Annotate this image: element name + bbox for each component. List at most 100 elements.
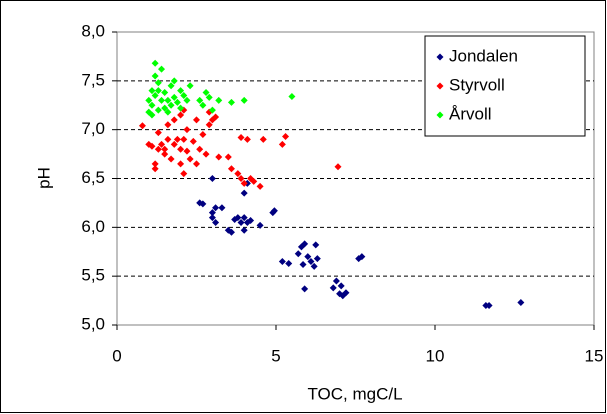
point: [312, 241, 320, 249]
point: [145, 96, 153, 104]
point: [240, 214, 248, 222]
legend-marker: [436, 53, 444, 61]
point: [237, 218, 245, 226]
point: [158, 96, 166, 104]
point: [237, 133, 245, 141]
point: [170, 77, 178, 85]
point: [186, 82, 194, 90]
point: [151, 91, 159, 99]
point: [227, 98, 235, 106]
point: [167, 101, 175, 109]
point: [186, 155, 194, 163]
point: [234, 170, 242, 178]
point: [167, 82, 175, 90]
point: [177, 145, 185, 153]
point: [307, 258, 315, 266]
point: [243, 135, 251, 143]
y-axis-label: pH: [34, 167, 53, 189]
point: [151, 160, 159, 168]
point: [196, 145, 204, 153]
point: [227, 165, 235, 173]
point: [177, 160, 185, 168]
point: [154, 79, 162, 87]
point: [138, 122, 146, 130]
point: [148, 101, 156, 109]
point: [282, 133, 290, 141]
point: [285, 259, 293, 267]
point: [151, 72, 159, 80]
point: [199, 101, 207, 109]
x-tick-label: 10: [426, 346, 445, 365]
point: [212, 113, 220, 121]
point: [234, 214, 242, 222]
point: [256, 182, 264, 190]
point: [205, 93, 213, 101]
point: [151, 165, 159, 173]
point: [189, 137, 197, 145]
point: [278, 140, 286, 148]
legend-label: Styrvoll: [449, 75, 505, 94]
point: [202, 89, 210, 97]
point: [299, 260, 307, 268]
point: [208, 175, 216, 182]
point: [301, 240, 309, 248]
point: [183, 147, 191, 155]
point: [240, 226, 248, 234]
point: [212, 218, 220, 226]
point: [212, 204, 220, 212]
point: [154, 87, 162, 95]
point: [247, 216, 255, 224]
point: [170, 116, 178, 124]
x-axis-label: TOC, mgC/L: [307, 384, 402, 403]
point: [167, 155, 175, 163]
point: [180, 91, 188, 99]
point: [196, 96, 204, 104]
point: [183, 96, 191, 104]
point: [154, 106, 162, 114]
point: [158, 65, 166, 73]
point: [202, 150, 210, 158]
y-tick-label: 5,5: [81, 266, 105, 285]
point: [278, 258, 286, 266]
point: [151, 59, 159, 67]
point: [517, 299, 525, 307]
point: [183, 126, 191, 134]
point: [161, 89, 169, 97]
point: [177, 87, 185, 95]
y-tick-label: 7,0: [81, 119, 105, 138]
point: [177, 111, 185, 119]
point: [164, 121, 172, 129]
legend-marker: [436, 111, 444, 119]
point: [154, 129, 162, 137]
point: [180, 170, 188, 178]
y-tick-label: 6,5: [81, 168, 105, 187]
point: [256, 221, 264, 229]
point: [173, 98, 181, 106]
point: [224, 153, 232, 161]
point: [337, 282, 345, 290]
point: [180, 135, 188, 143]
point: [313, 255, 321, 263]
x-tick-label: 0: [112, 346, 121, 365]
point: [193, 160, 200, 168]
point: [240, 189, 248, 197]
x-tick-label: 5: [271, 346, 280, 365]
point: [161, 150, 169, 158]
y-tick-label: 6,0: [81, 217, 105, 236]
point: [250, 177, 258, 185]
point: [270, 207, 278, 215]
point: [215, 153, 223, 161]
point: [332, 277, 340, 285]
point: [294, 250, 302, 258]
point: [334, 163, 342, 171]
point: [161, 145, 169, 153]
legend-marker: [436, 82, 444, 90]
point: [240, 179, 248, 187]
y-tick-label: 5,0: [81, 314, 105, 333]
legend-label: Jondalen: [449, 46, 518, 65]
y-tick-label: 7,5: [81, 70, 105, 89]
point: [218, 204, 226, 212]
point: [205, 121, 213, 129]
point: [177, 104, 185, 112]
